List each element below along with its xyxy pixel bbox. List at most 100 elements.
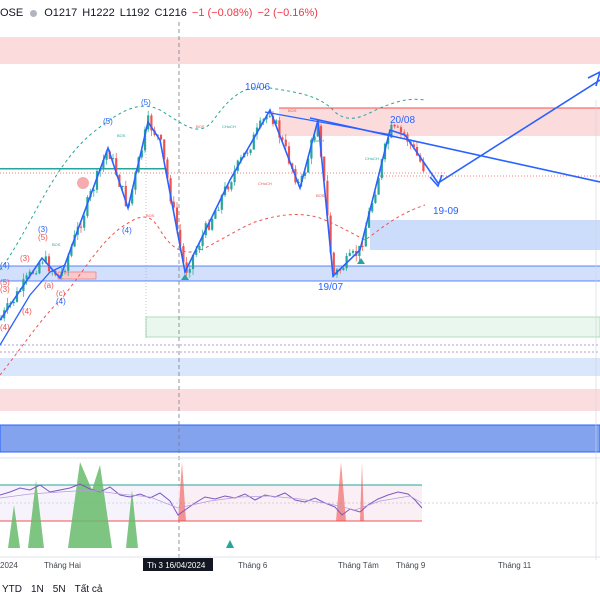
candle-body [233, 170, 236, 183]
structure-label: BOS [52, 242, 61, 247]
candle-body [195, 249, 198, 255]
candle-body [191, 254, 195, 270]
candle-body [211, 218, 214, 230]
arrow-head-top [587, 71, 600, 87]
range-ytd-button[interactable]: YTD [2, 583, 22, 595]
wave-label: (4) [122, 226, 132, 235]
candle-body [281, 137, 284, 140]
wave-label: (4) [22, 307, 32, 316]
candle-body [374, 194, 377, 204]
candle-body [175, 207, 179, 230]
candle-body [63, 270, 67, 272]
candle-body [131, 189, 134, 204]
envelope-lower [0, 204, 426, 376]
candle-body [140, 150, 143, 158]
range-selector: YTD 1N 5N Tất cả [0, 578, 600, 600]
candle-body [255, 127, 259, 135]
candle-body [239, 157, 243, 161]
range-5n-button[interactable]: 5N [52, 583, 66, 595]
candle-body [105, 151, 108, 160]
candle-body [6, 303, 9, 311]
annotation-19-09: 19-09 [433, 206, 459, 217]
candle-body [252, 134, 255, 150]
candle-body [323, 156, 326, 181]
candle-body [403, 132, 406, 135]
candle-body [156, 134, 159, 136]
trendline-upper [264, 111, 393, 136]
small-red-zone [57, 271, 97, 280]
rsi-line [0, 483, 423, 516]
candle-body [230, 182, 233, 190]
candle-body [348, 252, 351, 256]
candle-body [67, 255, 70, 271]
candle-body [86, 197, 89, 216]
wave-label: (5) [0, 278, 10, 287]
wave-label: (5) [38, 233, 48, 242]
wave-label: (4) [56, 297, 66, 306]
candle-body [396, 126, 399, 128]
red-zone-low [0, 389, 600, 411]
candle-body [28, 271, 31, 276]
red-circle-marker [77, 177, 89, 189]
structure-label: BOS [117, 133, 126, 138]
candle-body [41, 262, 44, 264]
buy-marker-3 [226, 540, 234, 548]
candle-body [143, 129, 147, 151]
wave-label: (5) [103, 117, 113, 126]
candle-body [15, 291, 19, 302]
candle-body [198, 246, 201, 250]
structure-label: BOS [288, 108, 297, 113]
range-all-button[interactable]: Tất cả [74, 583, 103, 595]
rsi-green-fill [8, 462, 138, 548]
wave-label: (3) [38, 225, 48, 234]
wave-label: (a) [44, 281, 54, 290]
candle-body [124, 185, 127, 207]
arrow-head-down [429, 174, 443, 188]
close-value: C1216 [154, 7, 187, 19]
buy-marker-2 [357, 258, 365, 264]
support-zone-mid [0, 266, 600, 281]
candle-body [422, 161, 425, 172]
x-axis: 2024 Tháng Hai Th 3 16/04/2024 Tháng 6 T… [0, 556, 600, 571]
symbol-label[interactable]: OSE [0, 7, 24, 19]
candle-body [102, 159, 105, 169]
candle-body [399, 127, 403, 133]
candle-body [342, 268, 345, 271]
x-tick-label: Tháng 9 [396, 561, 426, 570]
candle-body [310, 139, 313, 159]
x-tick-label: Tháng Hai [44, 561, 81, 570]
candle-body [249, 149, 252, 153]
zigzag-elliott [0, 79, 600, 321]
wave-label: (5) [141, 98, 151, 107]
candle-body [287, 146, 291, 164]
rsi-signal [0, 489, 423, 511]
candle-body [95, 170, 99, 190]
candle-body [364, 227, 367, 247]
open-value: O1217 [44, 7, 78, 19]
wave-label: (c) [56, 289, 66, 298]
candle-body [351, 250, 355, 253]
blue-zone-bottom [0, 425, 600, 452]
candle-body [92, 189, 95, 192]
candle-body [169, 178, 172, 202]
candle-body [371, 203, 374, 212]
candle-body [387, 137, 390, 144]
candle-body [332, 252, 335, 275]
candle-body [393, 124, 396, 127]
structure-label: CHoCH [222, 124, 236, 129]
candle-body [166, 159, 169, 179]
candle-body [278, 120, 281, 138]
range-1n-button[interactable]: 1N [31, 583, 44, 595]
candle-body [25, 275, 28, 280]
rsi-panel [0, 457, 600, 548]
candle-body [319, 125, 323, 157]
ohlc-legend: OSE O1217 H1222 L1192 C1216 −1 (−0.08%) … [0, 5, 318, 21]
wave-lower-path [0, 264, 66, 346]
wave-label: (3) [0, 285, 10, 294]
blue-zone-bottom-border [0, 424, 600, 453]
candle-body [179, 229, 182, 247]
status-dot-icon [30, 9, 38, 17]
green-zone [145, 316, 600, 338]
candle-body [44, 256, 47, 263]
